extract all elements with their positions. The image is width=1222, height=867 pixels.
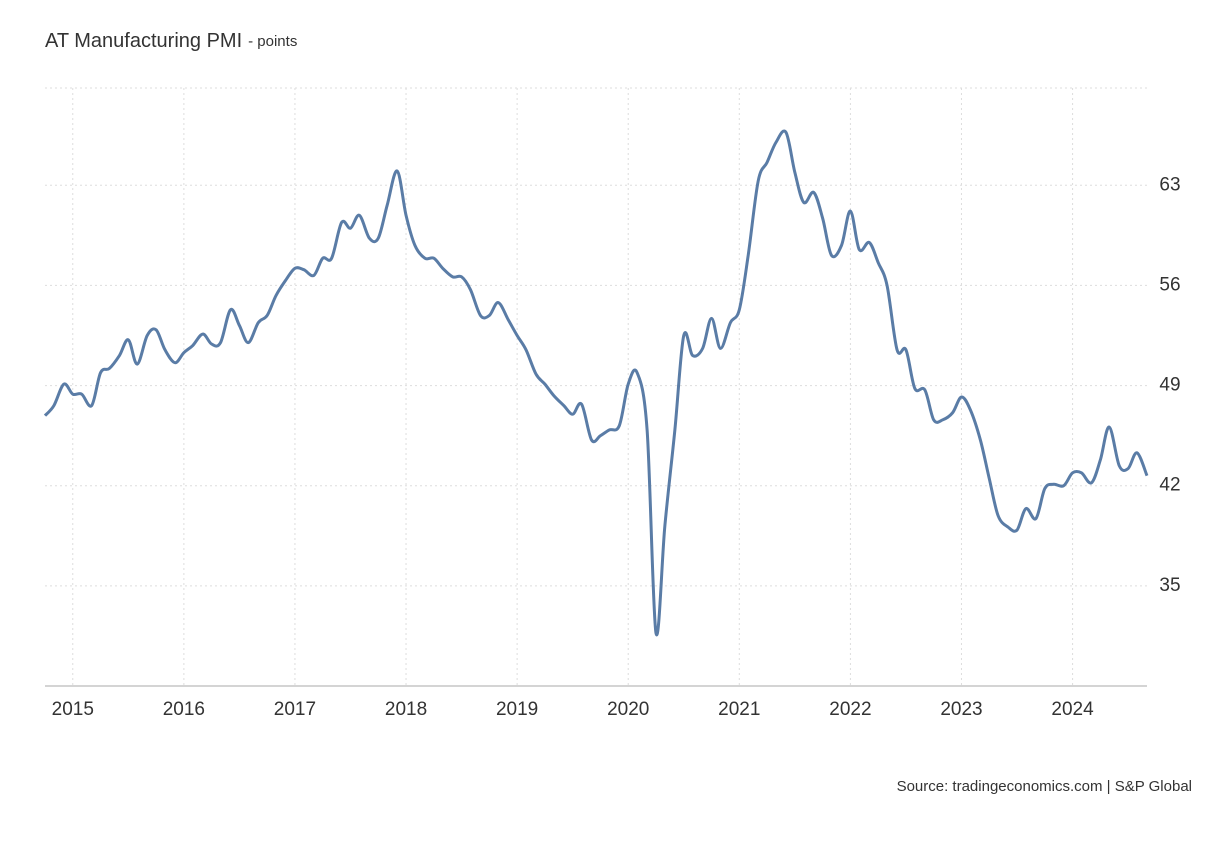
y-tick-label: 35 [1159,575,1180,596]
y-tick-label: 49 [1159,375,1180,396]
title: AT Manufacturing PMI [45,30,242,52]
source: Source: tradingeconomics.com | S&P Globa… [897,778,1192,795]
x-tick-label: 2022 [829,699,871,720]
x-tick-label: 2020 [607,699,649,720]
x-tick-label: 2021 [718,699,760,720]
y-tick-label: 42 [1159,475,1180,496]
y-tick-label: 56 [1159,274,1180,295]
x-tick-label: 2023 [940,699,982,720]
y-tick-label: 63 [1159,174,1180,195]
x-tick-label: 2017 [274,699,316,720]
x-tick-label: 2015 [52,699,94,720]
subtitle: - points [248,33,297,50]
x-tick-label: 2019 [496,699,538,720]
line-series [43,129,1149,637]
x-tick-label: 2018 [385,699,427,720]
x-tick-label: 2016 [163,699,205,720]
chart-title: AT Manufacturing PMI - points [45,30,297,52]
x-tick-label: 2024 [1051,699,1094,720]
